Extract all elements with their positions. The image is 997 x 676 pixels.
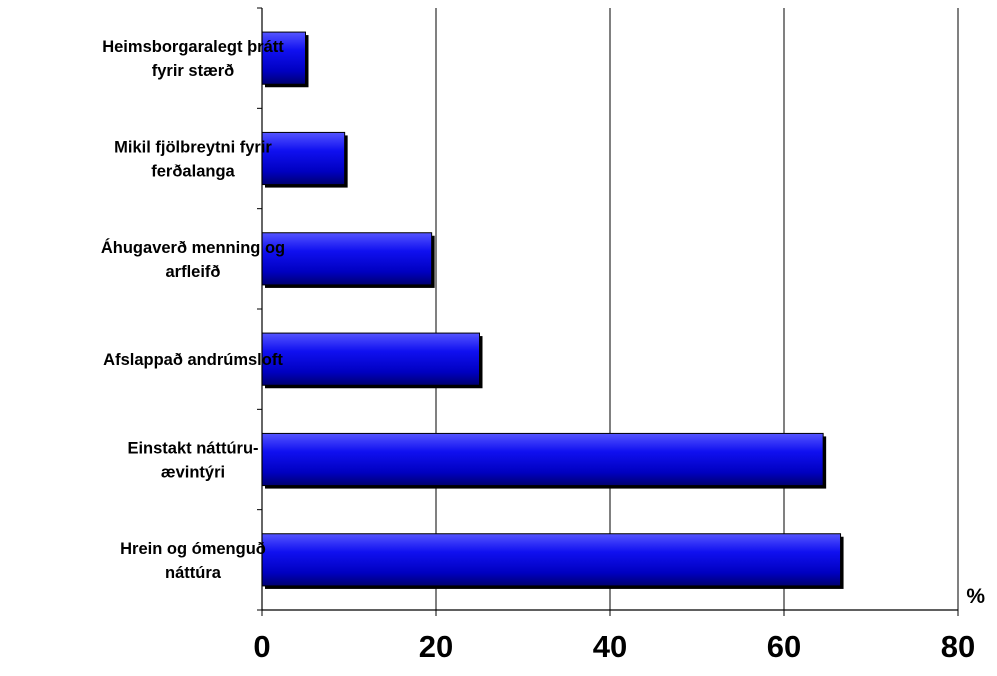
category-labels: Heimsborgaralegt þrátt fyrir stærð Mikil f… [101,38,285,582]
category-label: Heimsborgaralegt þrátt [102,38,284,56]
category-label: arfleifð [165,263,220,281]
x-tick-label: 40 [593,629,627,664]
bars [261,31,844,589]
x-unit-label: % [966,585,985,608]
x-tick-label: 80 [941,629,975,664]
bar [261,432,824,487]
bar [261,332,480,386]
bar [261,232,433,286]
category-label: fyrir stærð [152,62,235,80]
gridlines [435,8,959,610]
x-tick-labels: 0 20 40 60 80 [253,629,975,664]
category-label: Mikil fjölbreytni fyrir [114,139,272,157]
x-tick-label: 60 [767,629,801,664]
category-label: Afslappað andrúmsloft [103,351,283,369]
axes [257,7,959,616]
x-tick-label: 20 [419,629,453,664]
category-label: ferðalanga [151,163,235,181]
category-label: Hrein og ómenguð [120,540,266,558]
bar [261,131,346,186]
bar [261,533,842,587]
category-label: ævintýri [161,464,225,482]
category-label: Áhugaverð menning og [101,238,285,257]
category-label: náttúra [165,564,222,582]
x-tick-label: 0 [253,629,270,664]
category-label: Einstakt náttúru- [127,440,258,458]
